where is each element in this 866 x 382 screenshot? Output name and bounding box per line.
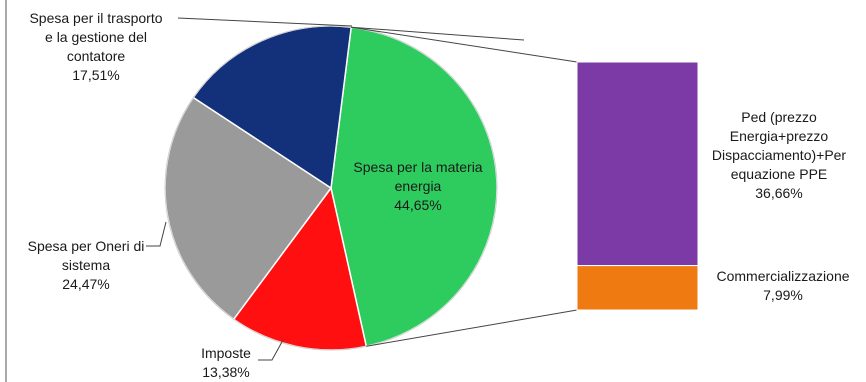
pie-outline [164,25,498,351]
leader-imposte [258,339,284,361]
label-commercializzazione: Commercializzazione 7,99% [716,268,849,303]
leader-spesa-per-il-trasporto-e-la-gestione-del-contatore [177,17,353,27]
label-ped-prezzo: Ped (prezzo Energia+prezzo Dispacciamento)… [712,109,847,201]
bar-segment-commercializzazione [576,265,699,311]
label-spesa-per-il-trasporto-e-la-gestione-del-contatore: Spesa per il trasporto e la gestione del c… [29,10,162,83]
connector-bottom [366,309,578,347]
bar-segment-ped-prezzo [576,61,699,267]
connector-top [351,26,578,63]
pie-slices [164,25,498,351]
label-spesa-per-oneri-di-sistema: Spesa per Oneri di sistema 24,47% [28,238,145,292]
breakdown-bar [576,61,699,311]
label-imposte: Imposte 13,38% [201,345,251,380]
connector-top-extension [351,26,525,41]
connector-lines [351,26,578,347]
label-spesa-per-la-materia-energia: Spesa per la materia energia 44,65% [353,159,482,213]
chart-labels: Spesa per la materia energia 44,65% Imposte… [28,10,850,380]
leader-spesa-per-oneri-di-sistema [146,221,167,247]
